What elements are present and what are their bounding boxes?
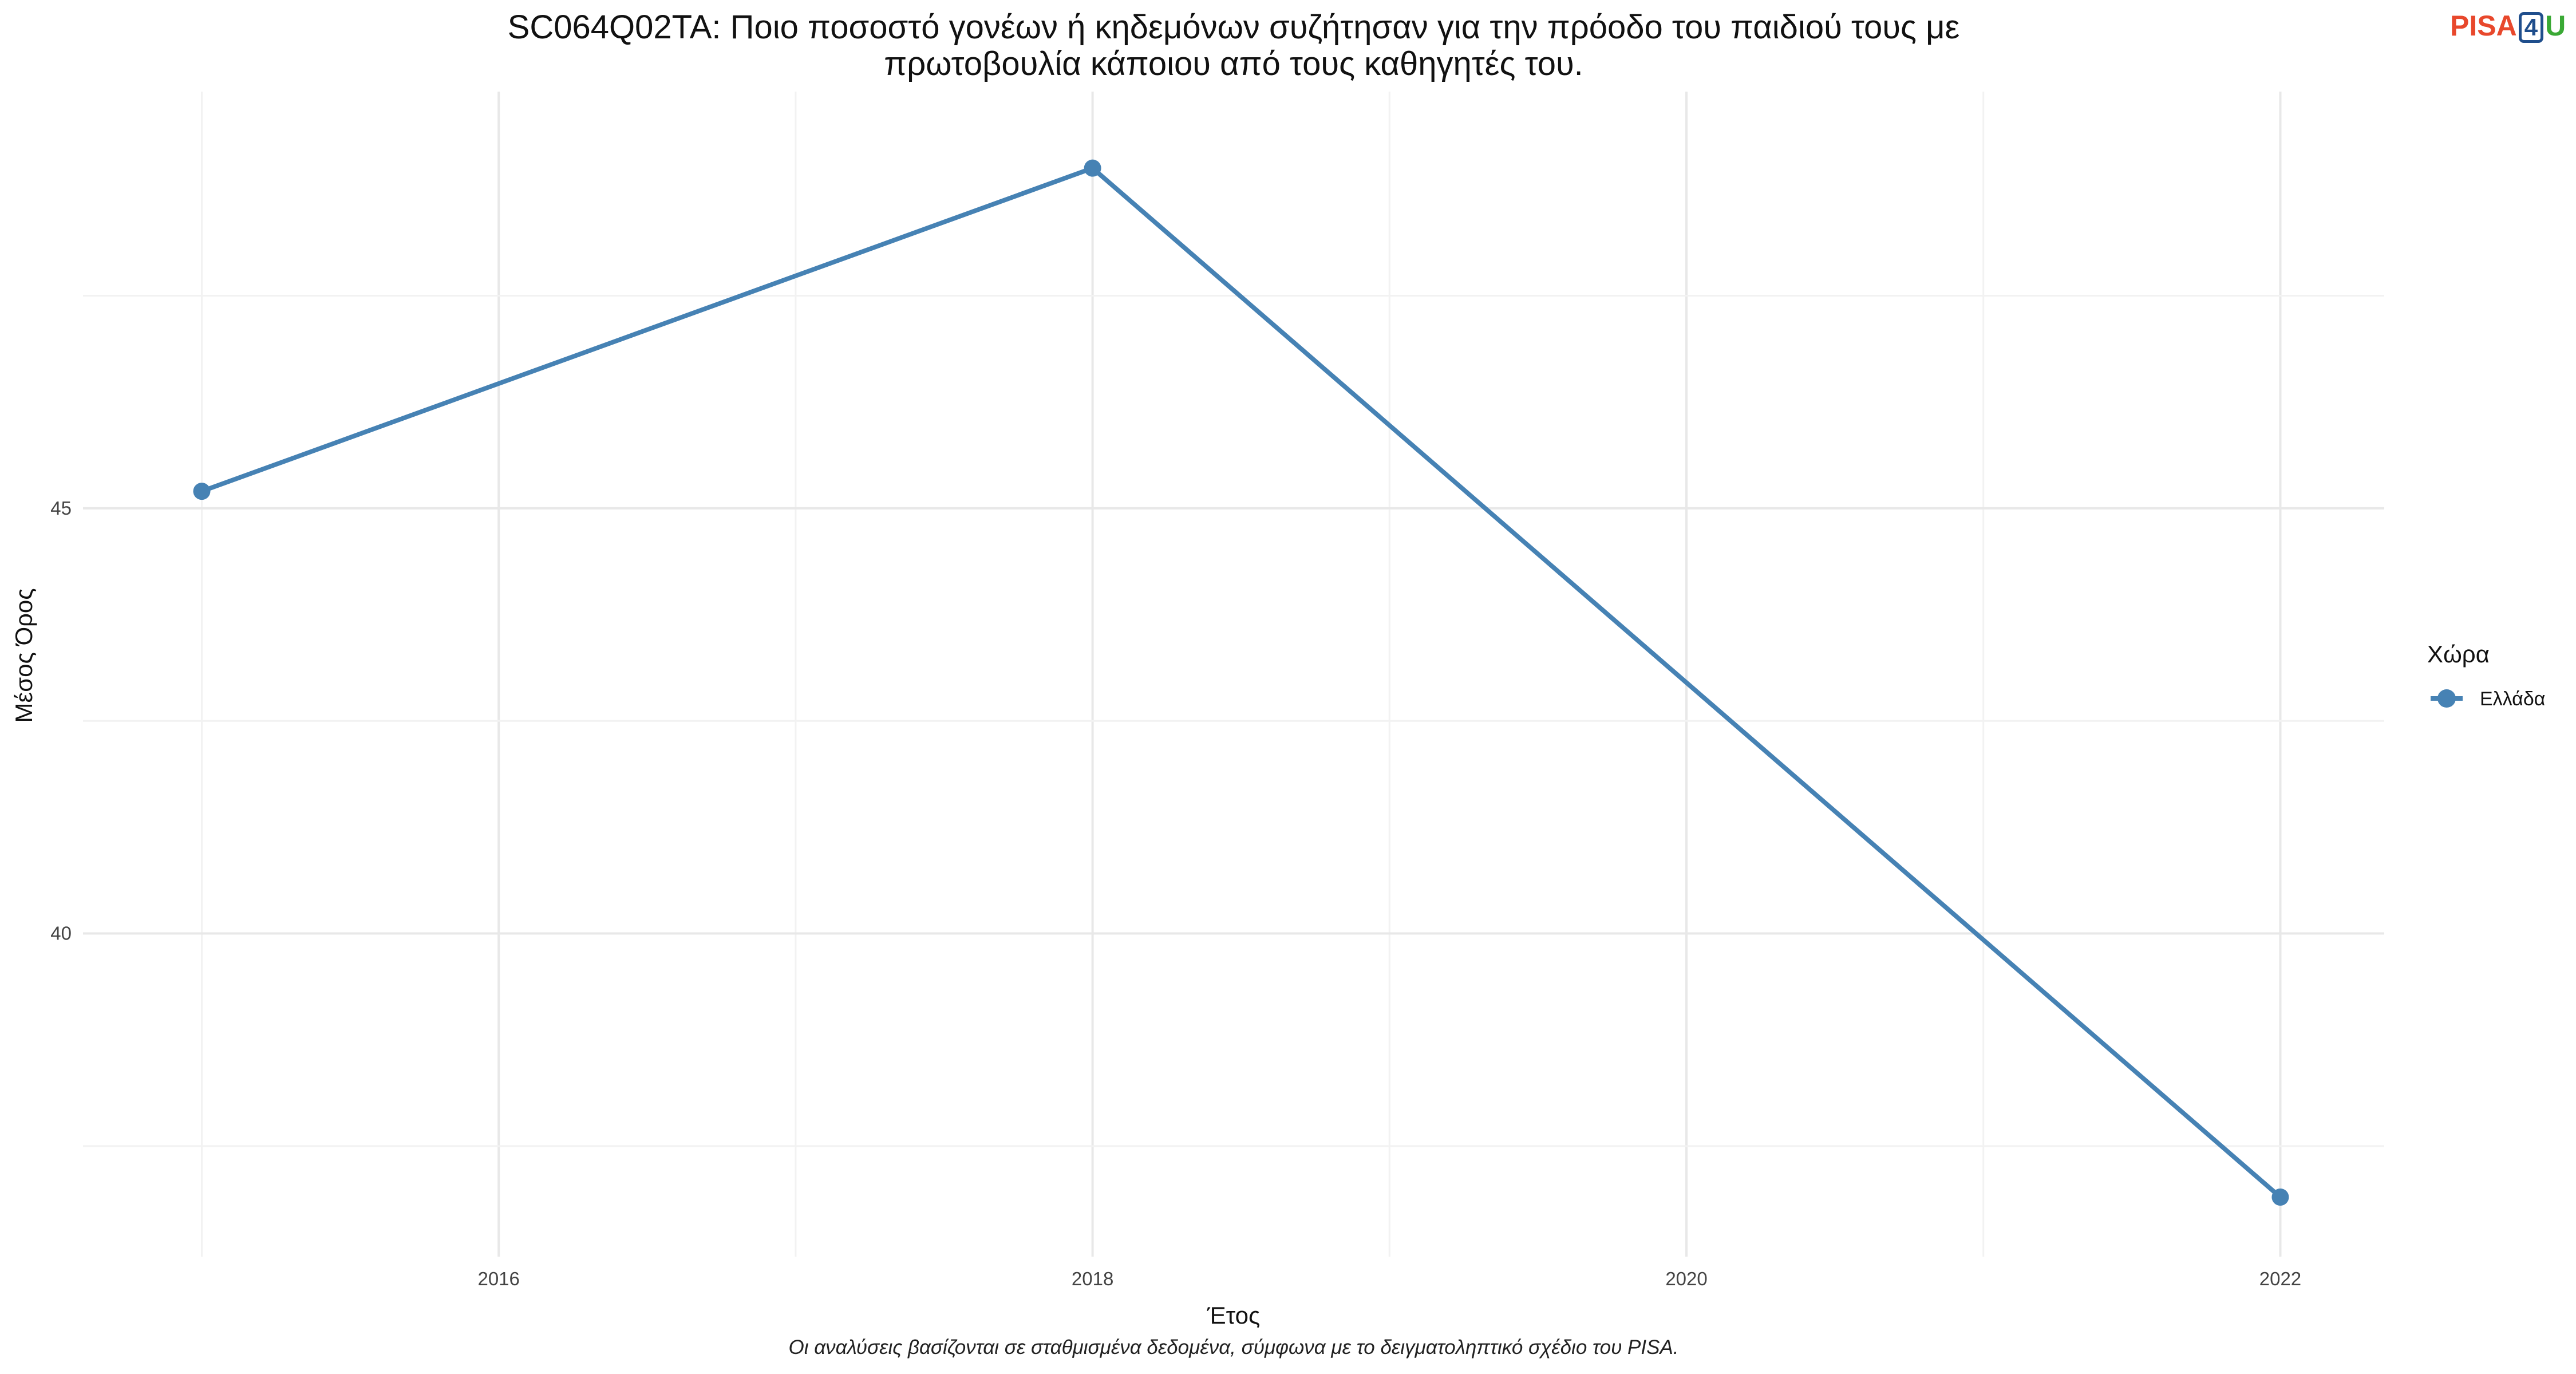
series-layer [193,159,2289,1206]
x-tick-label: 2022 [2259,1268,2301,1289]
y-tick-label: 40 [50,923,72,944]
data-point [193,483,211,500]
x-tick-label: 2016 [477,1268,519,1289]
data-point [2271,1189,2289,1206]
x-axis-title: Έτος [1207,1302,1261,1329]
legend-title: Χώρα [2427,641,2490,668]
chart-title-line-2: πρωτοβουλία κάποιου από τους καθηγητές τ… [884,45,1583,82]
pisa4u-logo: PISA 4 U [2450,9,2566,43]
x-tick-label: 2020 [1665,1268,1707,1289]
chart-caption: Οι αναλύσεις βασίζονται σε σταθμισμένα δ… [788,1336,1679,1359]
logo-text-4: 4 [2518,12,2544,43]
logo-text-u: U [2545,10,2566,42]
logo-text-pisa: PISA [2450,10,2517,42]
y-tick-label: 45 [50,498,72,519]
y-axis-ticks: 40 45 [50,498,72,944]
data-point [1084,159,1101,177]
legend: Χώρα Ελλάδα [2427,641,2545,710]
legend-key-marker [2437,689,2456,708]
series-line [199,165,2283,1200]
x-axis-ticks: 2016 2018 2020 2022 [477,1268,2301,1289]
grid [83,92,2384,1257]
legend-label-greece: Ελλάδα [2480,688,2545,710]
y-axis-title: Μέσος Όρος [10,589,37,723]
x-tick-label: 2018 [1072,1268,1113,1289]
chart-title-line-1: SC064Q02TA: Ποιο ποσοστό γονέων ή κηδεμό… [507,9,1960,46]
